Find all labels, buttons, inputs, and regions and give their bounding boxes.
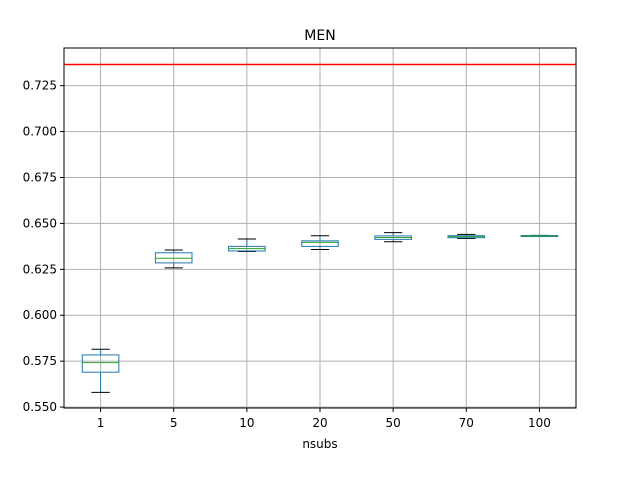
box-50 xyxy=(374,232,412,243)
x-tick-label: 5 xyxy=(170,416,178,430)
y-tick-label: 0.725 xyxy=(23,79,57,93)
x-tick-label: 100 xyxy=(528,416,551,430)
y-tick-label: 0.625 xyxy=(23,262,57,276)
x-axis-label: nsubs xyxy=(302,437,337,451)
grid-layer xyxy=(64,48,576,408)
y-tick-label: 0.600 xyxy=(23,308,57,322)
x-tick-label: 20 xyxy=(312,416,327,430)
chart-title: MEN xyxy=(304,28,335,44)
box-20 xyxy=(301,235,339,250)
x-axis-ticks: 1 5 10 20 50 70 100 xyxy=(97,408,551,430)
box-1 xyxy=(81,348,120,393)
box-10 xyxy=(228,238,266,253)
interquartile-box xyxy=(81,354,120,373)
x-tick-label: 10 xyxy=(239,416,254,430)
x-tick-label: 70 xyxy=(459,416,474,430)
y-tick-label: 0.650 xyxy=(23,216,57,230)
box-100 xyxy=(520,234,559,238)
x-tick-label: 1 xyxy=(97,416,105,430)
x-tick-label: 50 xyxy=(386,416,401,430)
y-tick-label: 0.550 xyxy=(23,400,57,414)
box-5 xyxy=(154,249,193,269)
y-tick-label: 0.575 xyxy=(23,354,57,368)
box-70 xyxy=(447,233,486,239)
box-layer xyxy=(81,232,559,393)
y-tick-label: 0.700 xyxy=(23,125,57,139)
y-axis-ticks: 0.550 0.575 0.600 0.625 0.650 0.675 0.700 0.725 xyxy=(23,79,64,414)
y-tick-label: 0.675 xyxy=(23,170,57,184)
interquartile-box xyxy=(301,240,339,247)
